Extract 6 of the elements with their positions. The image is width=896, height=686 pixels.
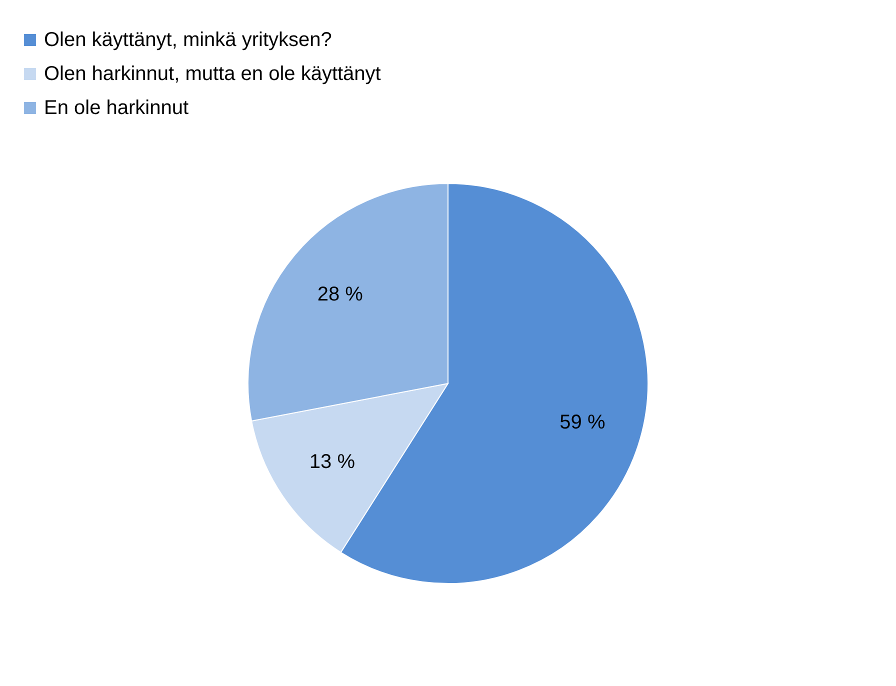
data-label: 28 %	[317, 283, 364, 306]
legend-label: En ole harkinnut	[44, 97, 189, 119]
data-label: 13 %	[309, 451, 356, 474]
legend-label: Olen harkinnut, mutta en ole käyttänyt	[44, 63, 382, 85]
data-label: 59 %	[560, 412, 606, 434]
legend-label: Olen käyttänyt, minkä yrityksen?	[44, 29, 332, 51]
